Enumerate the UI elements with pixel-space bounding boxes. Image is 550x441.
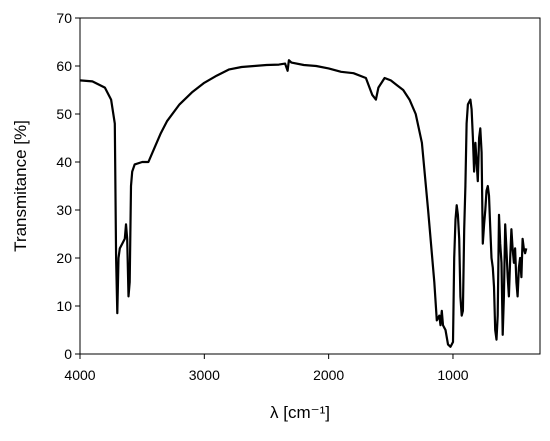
x-tick-label: 4000: [64, 367, 95, 383]
y-tick-label: 40: [56, 154, 72, 170]
x-tick-label: 1000: [437, 367, 468, 383]
y-tick-label: 20: [56, 250, 72, 266]
y-axis-label: Transmitance [%]: [11, 120, 30, 252]
x-axis-label: λ [cm⁻¹]: [270, 403, 330, 422]
y-tick-label: 10: [56, 298, 72, 314]
y-tick-label: 60: [56, 58, 72, 74]
y-tick-label: 0: [64, 346, 72, 362]
x-tick-label: 2000: [313, 367, 344, 383]
y-tick-label: 70: [56, 10, 72, 26]
plot-frame: [79, 17, 541, 355]
y-tick-label: 50: [56, 106, 72, 122]
spectrum-line: [79, 59, 528, 348]
y-tick-label: 30: [56, 202, 72, 218]
x-tick-label: 3000: [189, 367, 220, 383]
